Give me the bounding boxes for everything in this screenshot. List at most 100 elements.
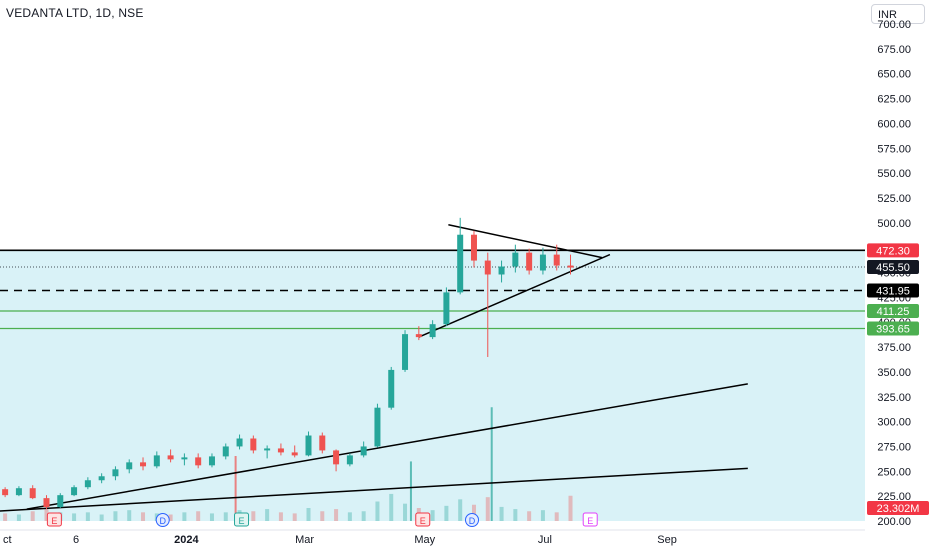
price-label-text: 431.95 — [876, 285, 910, 297]
horizontal-levels — [0, 249, 865, 330]
candle-body — [167, 455, 174, 460]
volume-bar — [499, 506, 504, 521]
candle-body — [346, 455, 353, 465]
candle-body — [84, 480, 91, 488]
candle-body — [15, 488, 22, 496]
trendline — [0, 467, 748, 512]
candle-body — [539, 254, 546, 271]
candle-body — [512, 252, 519, 267]
price-label-text: 411.25 — [877, 306, 910, 318]
volume-bar — [444, 505, 449, 521]
price-tick-label: 300.00 — [877, 417, 911, 429]
candle-body — [415, 334, 422, 338]
price-label-box — [867, 321, 919, 336]
volume-bar — [99, 514, 104, 521]
candle-body — [374, 407, 381, 447]
earnings-marker — [234, 512, 250, 527]
volume-bar — [251, 511, 256, 521]
currency-selector[interactable]: INR — [871, 4, 925, 24]
volume-bar — [540, 510, 545, 521]
candle-body — [43, 498, 50, 508]
chart-title: VEDANTA LTD, 1D, NSE — [6, 6, 144, 20]
time-tick-label: ct — [3, 534, 12, 546]
time-tick-label: Jul — [538, 534, 552, 546]
candle-body — [2, 489, 9, 496]
time-tick-label: 6 — [73, 534, 79, 546]
price-tick-label: 700.00 — [877, 19, 911, 31]
candle-body — [277, 448, 284, 453]
dividend-marker — [155, 513, 170, 527]
event-label: E — [239, 516, 245, 526]
volume-bar — [292, 513, 297, 521]
candle-body — [153, 455, 160, 467]
candle-body — [195, 457, 202, 466]
volume-bar — [389, 493, 394, 521]
trendline — [448, 224, 603, 259]
price-tick-label: 225.00 — [877, 491, 911, 503]
candle-body — [388, 369, 395, 408]
event-label: E — [51, 516, 57, 526]
price-label-text: 393.65 — [876, 324, 910, 336]
volume-bar — [141, 512, 146, 521]
candle-body — [71, 487, 78, 496]
volume-bar — [30, 511, 35, 521]
price-tick-label: 275.00 — [877, 441, 911, 453]
candle-body — [250, 438, 257, 451]
price-tick-label: 675.00 — [877, 44, 911, 56]
candle-body — [567, 265, 574, 268]
candle-body — [57, 495, 64, 508]
earnings-marker — [582, 512, 598, 527]
price-tick-label: 350.00 — [877, 367, 911, 379]
price-tick-label: 575.00 — [877, 143, 911, 155]
volume-label-box — [867, 501, 929, 515]
zone-band — [0, 250, 865, 521]
volume-bar — [361, 511, 366, 521]
time-tick-label: May — [414, 534, 435, 546]
volume-bar — [44, 509, 49, 521]
volume-bar — [16, 514, 21, 521]
volume-bar — [513, 509, 518, 521]
volume-bar — [306, 508, 311, 521]
candle-body — [457, 234, 464, 293]
candle-body — [360, 446, 367, 456]
time-tick-label: Sep — [657, 534, 677, 546]
volume-bar — [72, 513, 77, 521]
price-label-box — [867, 304, 919, 319]
price-tick-label: 325.00 — [877, 392, 911, 404]
volume-bar — [471, 504, 476, 521]
candle-body — [484, 260, 491, 275]
price-tick-label: 600.00 — [877, 118, 911, 130]
candle-body — [305, 435, 312, 456]
price-tick-label: 525.00 — [877, 193, 911, 205]
candle-body — [181, 457, 188, 460]
volume-spike — [490, 407, 493, 521]
volume-bars — [3, 407, 573, 521]
volume-bar — [458, 499, 463, 521]
volume-bar — [85, 512, 90, 521]
price-label-box — [867, 260, 919, 275]
volume-bar — [168, 514, 173, 521]
volume-bar — [403, 503, 408, 521]
price-label-box — [867, 283, 919, 298]
volume-bar — [527, 511, 532, 521]
volume-bar — [485, 497, 490, 521]
price-label-text: 472.30 — [876, 245, 910, 257]
candle-body — [429, 324, 436, 338]
volume-bar — [430, 510, 435, 521]
volume-bar — [3, 513, 8, 521]
event-label: E — [420, 516, 426, 526]
candlesticks — [2, 217, 574, 510]
time-tick-label: Mar — [295, 534, 314, 546]
candle-body — [208, 456, 215, 466]
volume-bar — [554, 512, 559, 521]
candle-body — [98, 476, 105, 481]
volume-bar — [209, 513, 214, 521]
volume-bar — [347, 512, 352, 521]
candle-body — [402, 334, 409, 370]
price-label-box — [867, 243, 919, 258]
candle-body — [222, 446, 229, 457]
earnings-marker — [415, 512, 431, 527]
event-label: E — [587, 516, 593, 526]
